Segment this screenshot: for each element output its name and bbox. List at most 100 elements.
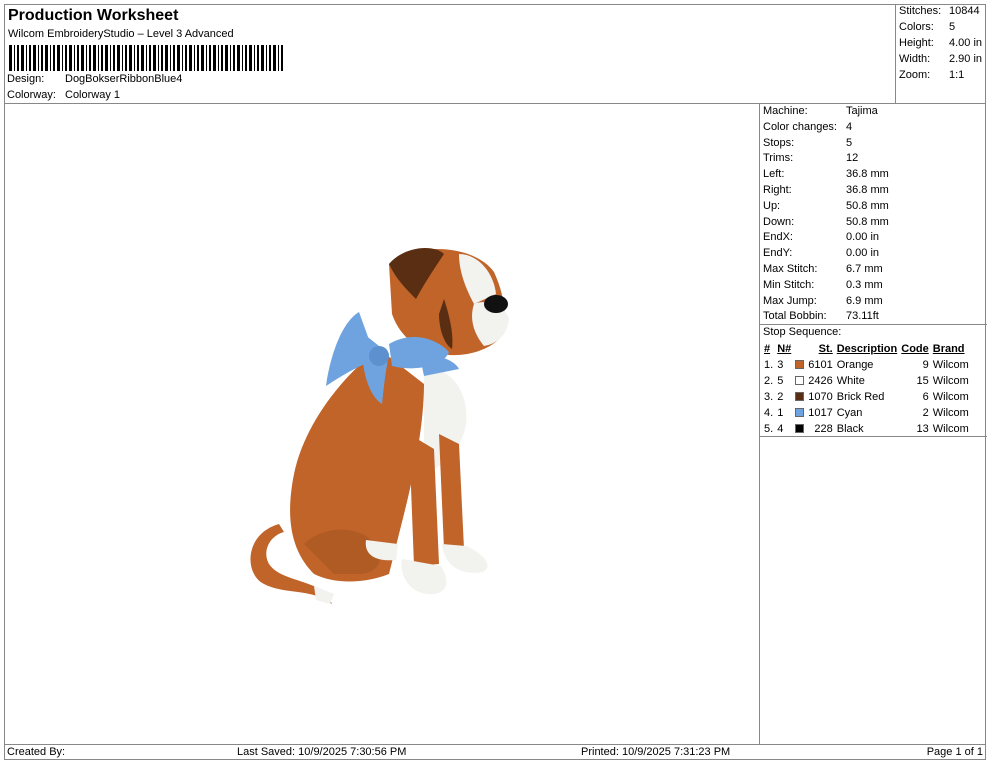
column-header: N# [777, 343, 792, 355]
table-row: 4. 1 1017 Cyan 2 Wilcom [762, 405, 971, 421]
summary-row: Width: 2.90 in [899, 53, 982, 65]
barcode-bar [69, 45, 72, 71]
stop-number: 5. [764, 423, 774, 435]
stop-sequence-table: # N# St. Description Code Brand 1. 3 6101 Orange… [762, 341, 971, 437]
summary-row: Height: 4.00 in [899, 37, 982, 49]
table-row: 1. 3 6101 Orange 9 Wilcom [762, 357, 971, 373]
barcode-bar [89, 45, 91, 71]
stitch-count: 1070 [808, 391, 833, 403]
barcode-bar [173, 45, 175, 71]
barcode-bar [261, 45, 264, 71]
machine-key: Up: [763, 199, 781, 212]
summary-row: Colors: 5 [899, 21, 955, 33]
machine-key: Trims: [763, 152, 794, 165]
worksheet-frame [4, 4, 986, 760]
summary-key: Zoom: [899, 69, 931, 81]
barcode-bar [141, 45, 144, 71]
machine-key: Left: [763, 168, 785, 181]
summary-value: 10844 [949, 5, 980, 17]
needle-number: 2 [777, 391, 784, 403]
barcode-bar [257, 45, 259, 71]
machine-value: 0.00 in [846, 231, 880, 244]
design-row: Design: DogBokserRibbonBlue4 [7, 73, 182, 85]
machine-row: Up: 50.8 mm [763, 200, 889, 212]
machine-key: Stops: [763, 136, 795, 149]
machine-row: Stops: 5 [763, 137, 852, 149]
summary-value: 1:1 [949, 69, 965, 81]
color-swatch [795, 392, 805, 401]
summary-key: Stitches: [899, 5, 942, 17]
machine-row: Max Stitch: 6.7 mm [763, 263, 883, 275]
needle-number: 1 [777, 407, 784, 419]
barcode-bar [218, 45, 219, 71]
barcode-bar [153, 45, 156, 71]
machine-value: 0.3 mm [846, 278, 883, 291]
header: Production Worksheet Wilcom EmbroiderySt… [4, 4, 895, 104]
barcode-bar [117, 45, 120, 71]
barcode-bar [177, 45, 180, 71]
page-number: Page 1 of 1 [926, 746, 983, 758]
column-header: St. [818, 343, 833, 355]
created-by: Created By: [7, 746, 66, 758]
needle-number: 3 [777, 359, 784, 371]
dog-embroidery-image [250, 248, 509, 604]
barcode-bar [233, 45, 235, 71]
barcode-bar [189, 45, 192, 71]
stop-number: 1. [764, 359, 774, 371]
machine-info-panel: Machine: Tajima Color changes: 4 Stops: 5 Trim… [759, 104, 987, 744]
colorway-value: Colorway 1 [65, 89, 121, 101]
machine-value: 50.8 mm [846, 215, 889, 228]
machine-key: Max Jump: [763, 294, 817, 307]
machine-value: 50.8 mm [846, 199, 889, 212]
barcode-bar [93, 45, 96, 71]
machine-row: Total Bobbin: 73.11ft [763, 310, 879, 322]
barcode-bar [197, 45, 199, 71]
summary-row: Zoom: 1:1 [899, 69, 964, 81]
machine-row: EndX: 0.00 in [763, 231, 879, 243]
barcode-bar [38, 45, 39, 71]
color-code: 6 [922, 391, 929, 403]
barcode-bar [225, 45, 228, 71]
machine-key: Min Stitch: [763, 278, 815, 291]
barcode-bar [110, 45, 111, 71]
barcode-bar [53, 45, 55, 71]
summary-box: Stitches: 10844 Colors: 5 Height: 4.00 in Widt… [895, 4, 986, 104]
machine-key: EndY: [763, 247, 793, 260]
color-description: Brick Red [836, 391, 885, 403]
barcode-bar [29, 45, 31, 71]
column-header: Description [836, 343, 898, 355]
barcode-bar [98, 45, 99, 71]
color-code: 13 [916, 423, 929, 435]
colorway-row: Colorway: Colorway 1 [7, 89, 120, 101]
stop-number: 2. [764, 375, 774, 387]
barcode-bar [101, 45, 103, 71]
color-description: Black [836, 423, 864, 435]
barcode-bar [161, 45, 163, 71]
machine-key: Color changes: [763, 120, 837, 133]
barcode-bar [209, 45, 211, 71]
needle-number: 4 [777, 423, 784, 435]
barcode-bar [86, 45, 87, 71]
barcode-bar [77, 45, 79, 71]
barcode-bar [281, 45, 283, 71]
barcode-bar [41, 45, 43, 71]
stop-number: 4. [764, 407, 774, 419]
machine-key: Max Stitch: [763, 263, 818, 275]
barcode-bar [45, 45, 48, 71]
barcode-bar [245, 45, 247, 71]
brand: Wilcom [932, 407, 969, 419]
machine-row: Right: 36.8 mm [763, 184, 889, 196]
barcode-bar [273, 45, 276, 71]
stitch-count: 2426 [808, 375, 833, 387]
machine-key: Machine: [763, 105, 808, 117]
barcode-bar [122, 45, 123, 71]
color-swatch [795, 376, 805, 385]
color-code: 9 [922, 359, 929, 371]
brand: Wilcom [932, 359, 969, 371]
barcode-bar [125, 45, 127, 71]
barcode-bar [201, 45, 204, 71]
barcode-bar [146, 45, 147, 71]
barcode-bar [134, 45, 135, 71]
barcode [9, 45, 283, 71]
swatch-header [793, 341, 806, 357]
